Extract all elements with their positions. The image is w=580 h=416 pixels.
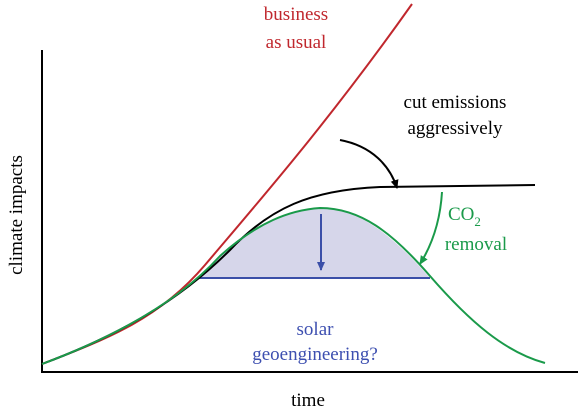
business-label: business: [264, 4, 328, 25]
x-axis-label: time: [291, 390, 325, 411]
solar-region: [198, 208, 430, 278]
business-label: as usual: [266, 32, 327, 53]
solar-label: geoengineering?: [252, 344, 378, 365]
co2-label: CO2: [448, 204, 481, 229]
co2-removal-curve: [41, 206, 546, 365]
solar-label: solar: [297, 319, 335, 340]
cut-arrow: [339, 139, 399, 189]
co2-main: CO: [448, 204, 474, 225]
business-curve: [41, 3, 413, 365]
cut-label: cut emissions: [404, 92, 507, 113]
co2-subscript: 2: [474, 214, 481, 229]
cut-label: aggressively: [408, 118, 503, 139]
co2-arrow: [419, 191, 443, 265]
co2-label: removal: [445, 234, 507, 255]
y-axis-label: climate impacts: [6, 155, 27, 275]
